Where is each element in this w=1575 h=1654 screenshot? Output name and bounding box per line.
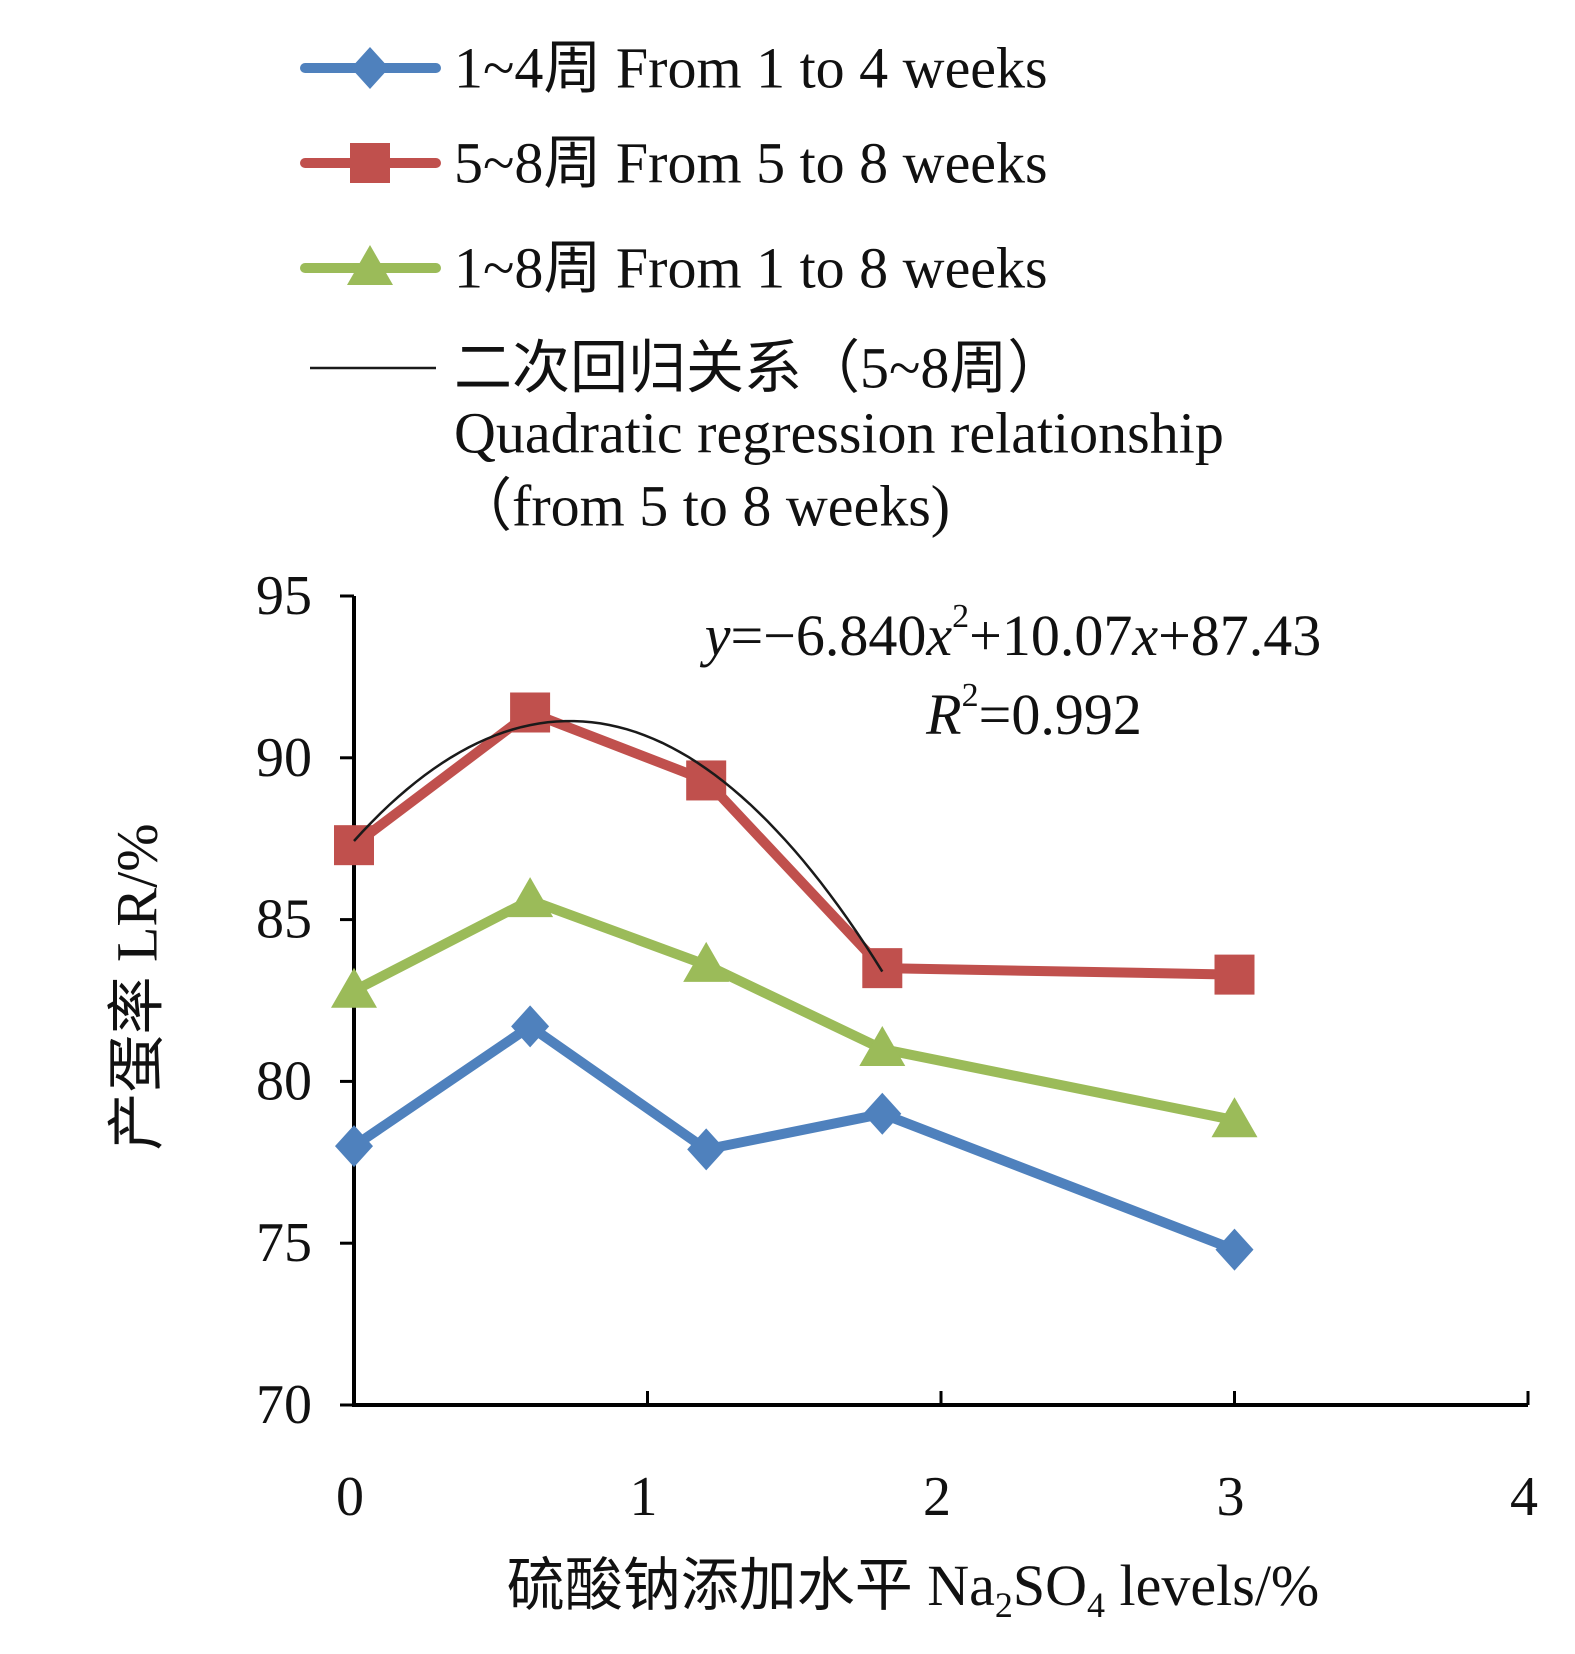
series-1-point: [687, 1128, 726, 1171]
legend-marker: [347, 245, 393, 285]
legend-marker: [350, 143, 390, 183]
series-2-point: [686, 760, 727, 801]
x-axis-title-part: 硫酸钠添加水平 Na: [507, 1553, 995, 1618]
legend-label: 1~8周 From 1 to 8 weeks: [454, 236, 1048, 301]
y-tick-label: 80: [256, 1050, 312, 1112]
series-3-point: [1211, 1097, 1258, 1138]
regression-equation-part: x: [925, 603, 952, 668]
series-1-point: [863, 1092, 902, 1135]
series-2-point: [1214, 954, 1255, 995]
r-squared-part: =0.992: [979, 682, 1142, 747]
series-3-point: [507, 877, 554, 918]
x-tick-label: 2: [923, 1466, 951, 1528]
axes: 70 75 80 85 90 95 0 1 2 3 4: [256, 565, 1538, 1528]
r-squared-part: 2: [962, 677, 979, 714]
legend-item: 1~8周 From 1 to 8 weeks: [300, 236, 1048, 301]
series-1-point: [335, 1125, 373, 1168]
legend-label: 二次回归关系（5~8周）: [454, 336, 1065, 401]
x-axis-title-part: levels/%: [1105, 1553, 1319, 1618]
x-axis-title-part: SO: [1013, 1553, 1087, 1618]
legend-marker: [351, 47, 389, 89]
regression-equation-part: +87.43: [1158, 603, 1321, 668]
legend-label: 5~8周 From 5 to 8 weeks: [454, 131, 1048, 196]
legend-label: Quadratic regression relationship: [454, 401, 1224, 466]
x-tick-label: 1: [630, 1466, 658, 1528]
series-1: [335, 1005, 1254, 1271]
series-2-point: [510, 692, 551, 733]
regression-equation: y=−6.840x2+10.07x+87.43: [700, 598, 1322, 668]
r-squared-part: R: [925, 682, 961, 747]
legend-label: （from 5 to 8 weeks): [454, 474, 950, 539]
series-2-line: [349, 707, 1240, 980]
x-axis-title-part: 4: [1087, 1585, 1105, 1625]
legend-item: 5~8周 From 5 to 8 weeks: [300, 131, 1048, 196]
y-tick-label: 75: [256, 1212, 312, 1274]
series-3-line: [349, 895, 1240, 1126]
y-axis-title: 产蛋率 LR/%: [105, 823, 170, 1150]
regression-equation-part: 2: [952, 598, 969, 635]
regression-equation-part: x: [1131, 603, 1158, 668]
x-axis-title: 硫酸钠添加水平 Na2SO4 levels/%: [507, 1553, 1320, 1626]
series-3: [331, 877, 1258, 1138]
legend: 1~4周 From 1 to 4 weeks 5~8周 From 5 to 8 w…: [300, 36, 1224, 539]
series-3-point: [859, 1026, 906, 1067]
legend-item-regression: 二次回归关系（5~8周）Quadratic regression relatio…: [310, 336, 1224, 539]
y-tick-label: 90: [256, 727, 312, 789]
plot-area: [331, 692, 1258, 1271]
series-2-point: [334, 825, 374, 866]
y-tick-label: 95: [256, 565, 312, 627]
x-tick-label: 4: [1510, 1466, 1538, 1528]
series-3-point: [683, 941, 730, 982]
series-1-point: [511, 1005, 550, 1048]
y-tick-label: 70: [256, 1374, 312, 1436]
x-tick-label: 0: [336, 1466, 364, 1528]
regression-equation-part: y: [700, 603, 731, 668]
r-squared-label: R2=0.992: [925, 677, 1142, 747]
y-tick-label: 85: [256, 889, 312, 951]
regression-equation-part: +10.07: [969, 603, 1132, 668]
series-1-point: [1215, 1228, 1254, 1271]
legend-label: 1~4周 From 1 to 4 weeks: [454, 36, 1048, 101]
regression-equation-part: =−6.840: [730, 603, 926, 668]
x-axis-title-part: 2: [995, 1585, 1013, 1625]
x-tick-label: 3: [1217, 1466, 1245, 1528]
series-2-point: [862, 948, 903, 989]
regression-curve: [353, 719, 884, 973]
legend-item: 1~4周 From 1 to 4 weeks: [300, 36, 1048, 101]
series-1-line: [349, 1021, 1240, 1255]
series-2: [334, 692, 1255, 995]
series-3-point: [331, 967, 377, 1008]
